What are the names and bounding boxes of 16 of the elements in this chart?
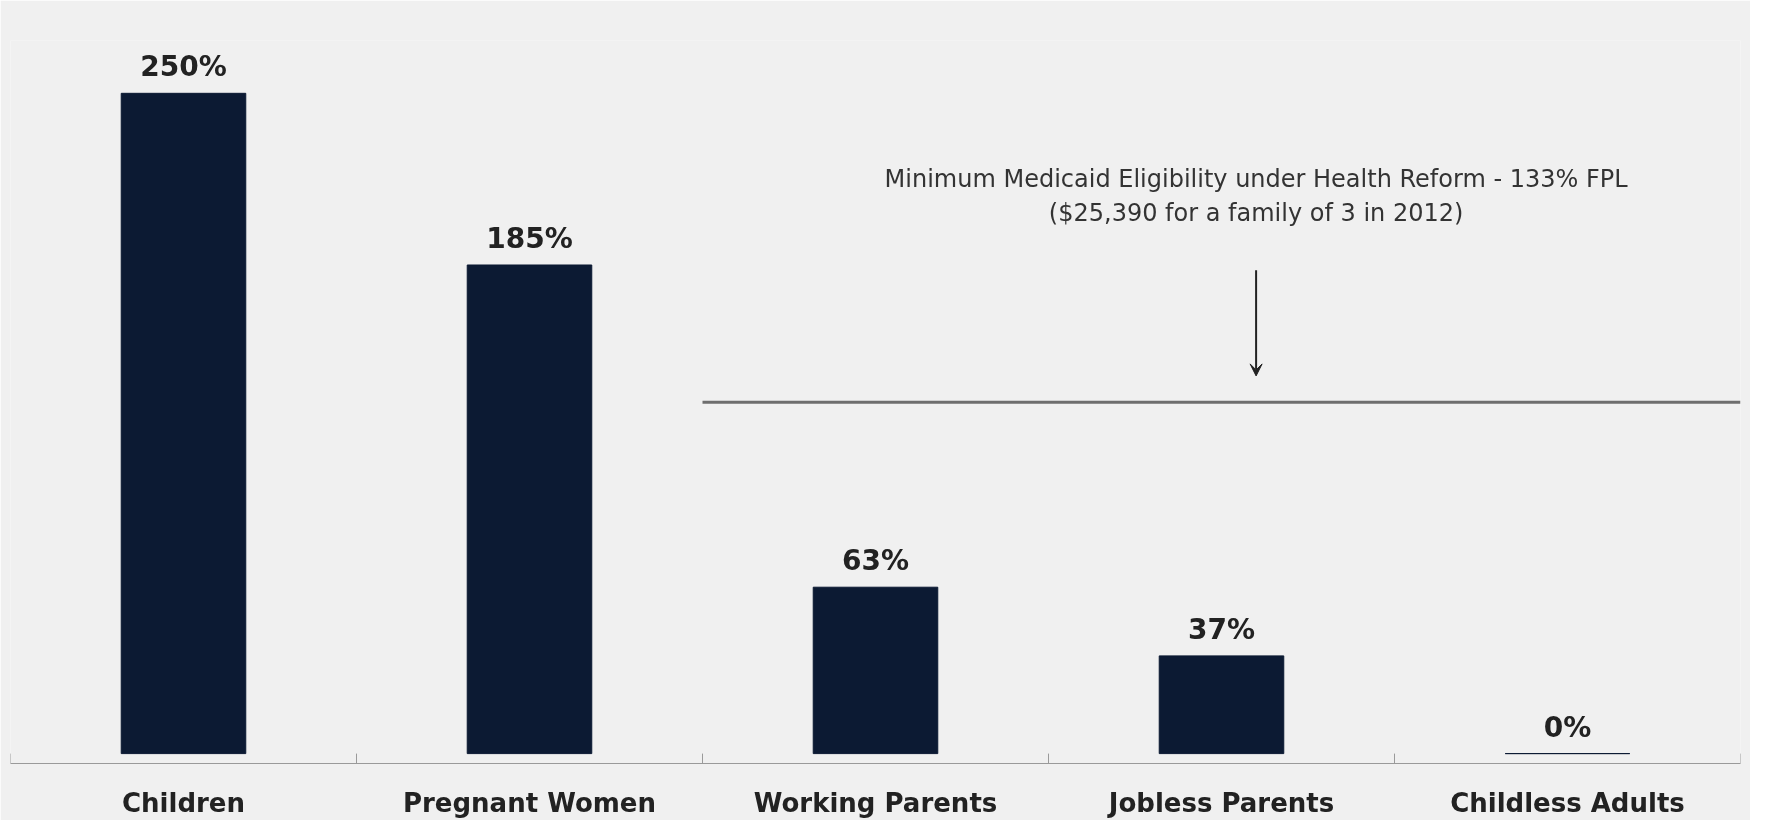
bar — [812, 586, 939, 755]
bar — [1158, 655, 1285, 755]
data-label: 185% — [486, 221, 573, 255]
annotation: ($25,390 for a family of 3 in 2012) — [1048, 198, 1464, 227]
x-tick-label: Childless Adults — [1450, 787, 1685, 818]
bar — [120, 92, 247, 755]
annotation: Minimum Medicaid Eligibility under Health Reform - 133% FPL — [884, 164, 1629, 193]
data-label: 0% — [1543, 710, 1592, 744]
x-tick-label: Pregnant Women — [402, 787, 657, 818]
x-tick-label: Jobless Parents — [1106, 787, 1335, 818]
x-tick-label: Working Parents — [753, 787, 998, 818]
data-label: 37% — [1187, 612, 1256, 646]
x-tick-label: Children — [122, 787, 245, 818]
bar — [466, 264, 593, 755]
data-label: 63% — [841, 544, 910, 578]
data-label: 250% — [140, 50, 227, 84]
